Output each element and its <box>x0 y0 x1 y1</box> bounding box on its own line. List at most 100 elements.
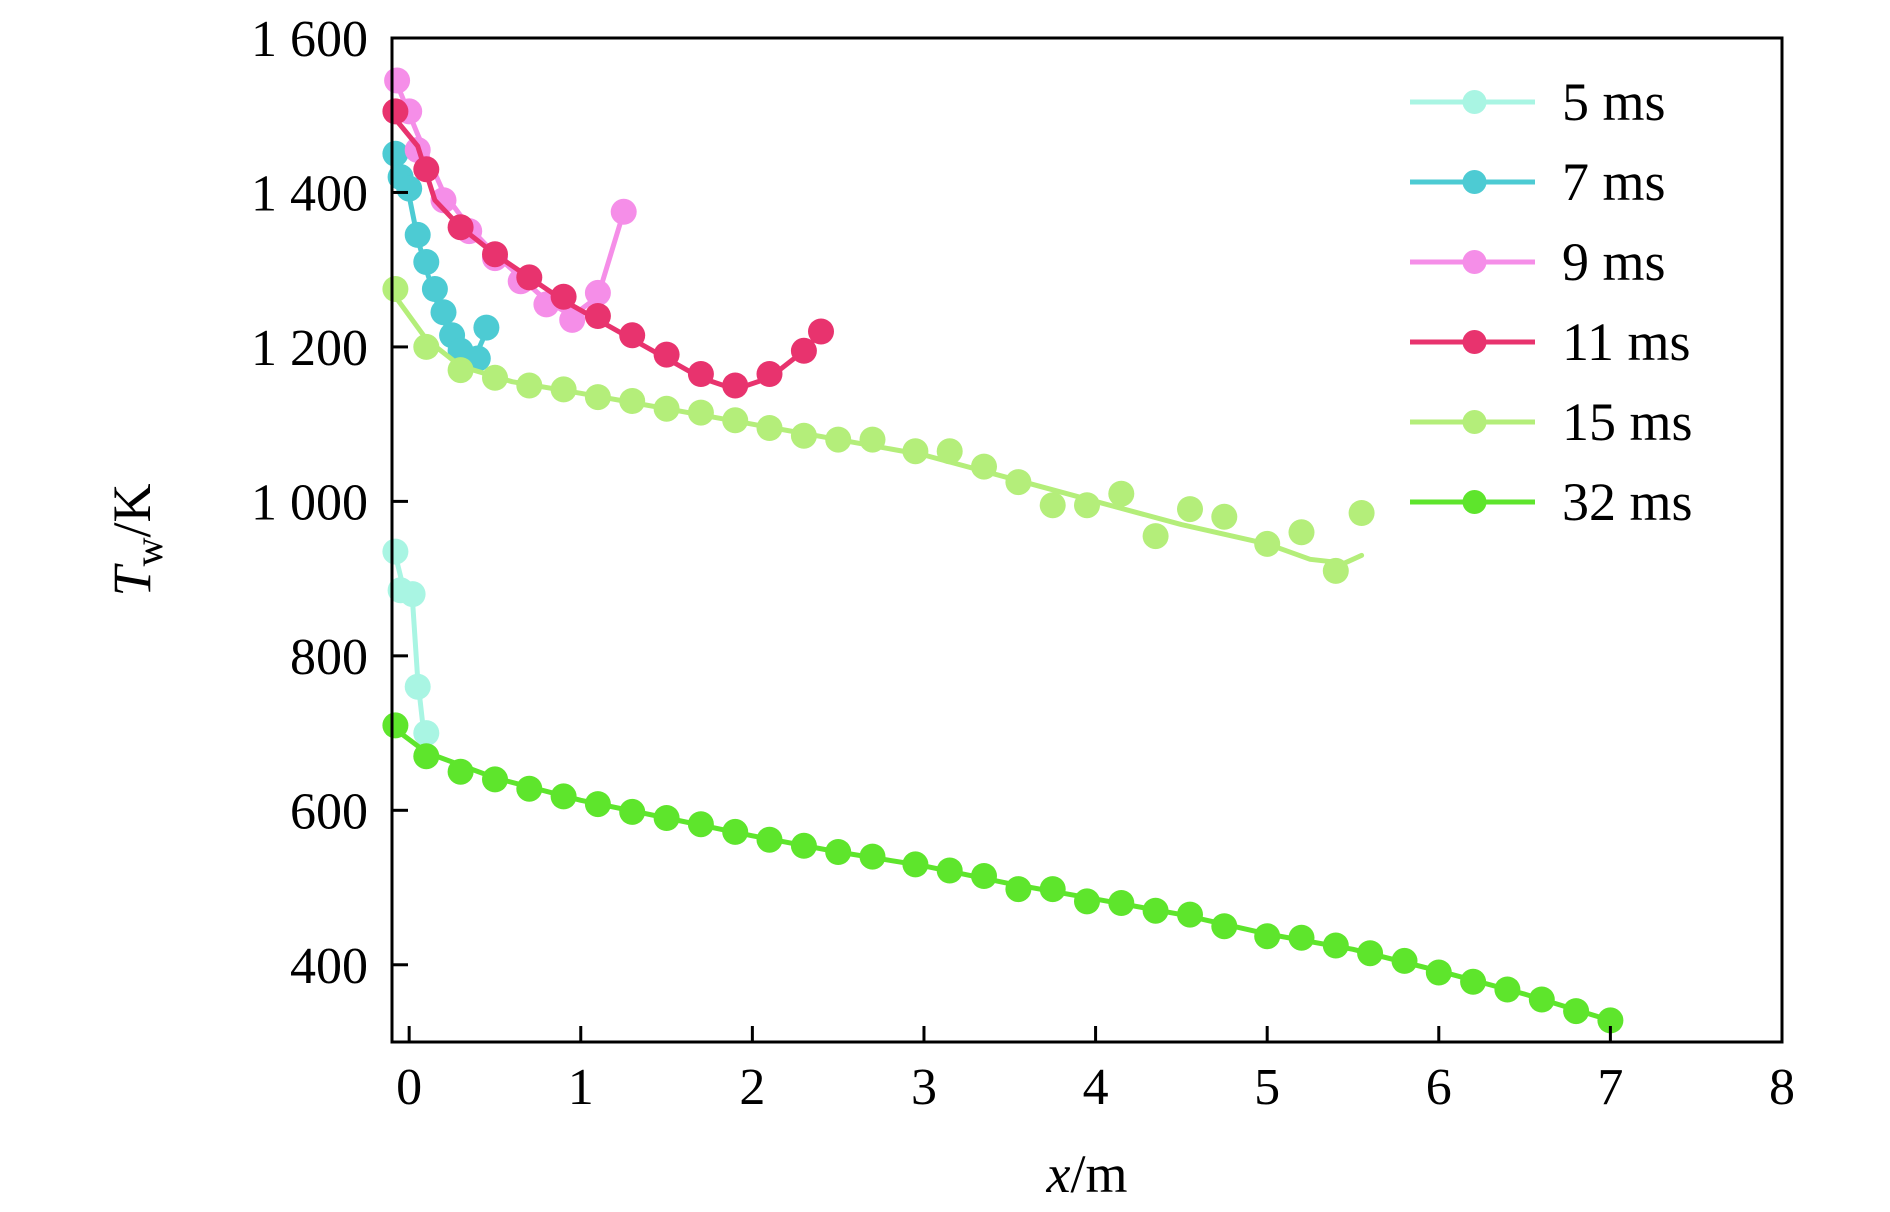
y-tick-label: 1 600 <box>251 11 368 68</box>
data-point <box>859 426 886 453</box>
data-point <box>1425 959 1452 986</box>
data-point <box>413 743 440 770</box>
data-point <box>1005 876 1032 903</box>
data-point <box>687 399 714 426</box>
data-point <box>1211 503 1238 530</box>
data-point <box>550 283 577 310</box>
legend-label: 15 ms <box>1562 392 1693 452</box>
x-tick-label: 7 <box>1597 1059 1623 1116</box>
data-point <box>447 214 474 241</box>
legend-marker <box>1462 170 1487 194</box>
data-point <box>1039 876 1066 903</box>
data-point <box>653 341 680 368</box>
data-point <box>1254 923 1281 950</box>
data-point <box>1142 523 1169 550</box>
series-5 <box>382 712 1624 1034</box>
legend-label: 11 ms <box>1562 312 1691 372</box>
data-point <box>790 422 817 449</box>
axis-labels: Tw/K x/m <box>102 484 1127 1204</box>
data-point <box>756 415 783 441</box>
y-tick-label: 600 <box>290 783 368 840</box>
axis-ticks: 0 1 2 3 4 5 6 7 8 400 600 800 1 000 1 200 1 400 1 600 <box>251 11 1795 1116</box>
x-tick-label: 0 <box>396 1059 422 1116</box>
data-point <box>610 198 637 225</box>
data-point <box>687 361 714 387</box>
data-point <box>1348 500 1375 526</box>
data-point <box>447 357 474 384</box>
legend-item: 11 ms <box>1410 312 1691 372</box>
x-tick-label: 2 <box>739 1059 765 1116</box>
legend-item: 15 ms <box>1410 392 1693 452</box>
y-axis-label-sub: w <box>126 537 171 566</box>
y-axis-label-var: T <box>102 562 162 596</box>
data-point <box>1074 492 1100 519</box>
y-axis-label: Tw/K <box>102 484 171 597</box>
x-tick-label: 6 <box>1426 1059 1452 1116</box>
data-point <box>722 372 749 399</box>
data-point <box>902 438 929 465</box>
data-point <box>404 673 431 700</box>
data-point <box>619 388 646 414</box>
data-point <box>971 863 997 889</box>
legend-marker <box>1462 410 1487 434</box>
data-point <box>1460 968 1487 995</box>
data-point <box>584 303 611 329</box>
legend-label: 5 ms <box>1562 72 1666 132</box>
data-point <box>482 241 508 268</box>
data-point <box>825 839 852 865</box>
legend-marker <box>1462 330 1487 354</box>
data-point <box>1528 986 1555 1013</box>
data-point <box>382 140 409 167</box>
data-point <box>516 372 543 399</box>
data-point <box>1108 480 1135 507</box>
data-point <box>756 361 783 387</box>
data-point <box>421 276 448 302</box>
legend-item: 5 ms <box>1410 72 1666 132</box>
data-point <box>430 187 457 214</box>
data-point <box>584 384 611 411</box>
data-point <box>396 175 423 202</box>
data-point <box>413 156 440 183</box>
legend-item: 32 ms <box>1410 472 1693 532</box>
data-point <box>619 322 646 349</box>
x-tick-label: 3 <box>911 1059 937 1116</box>
data-point <box>808 318 834 345</box>
data-point <box>1211 913 1238 940</box>
legend-label: 7 ms <box>1562 152 1666 212</box>
data-point <box>382 98 409 125</box>
data-point <box>1322 932 1349 959</box>
data-point <box>384 67 411 94</box>
x-axis-label-var: x <box>1046 1144 1071 1204</box>
data-point <box>1039 492 1066 519</box>
data-point <box>559 306 586 333</box>
data-point <box>482 364 508 391</box>
series-3 <box>382 98 834 399</box>
data-point <box>382 712 409 739</box>
data-point <box>825 426 852 453</box>
x-tick-label: 8 <box>1769 1059 1795 1116</box>
data-point <box>936 857 963 884</box>
data-point <box>722 407 749 434</box>
data-point <box>1563 998 1590 1025</box>
data-point <box>584 279 611 306</box>
data-point <box>859 843 886 870</box>
series-layer <box>382 67 1624 1034</box>
data-point <box>382 276 409 302</box>
x-axis-label: x/m <box>1046 1144 1128 1204</box>
data-point <box>413 720 440 747</box>
legend-item: 7 ms <box>1410 152 1666 212</box>
x-tick-label: 5 <box>1254 1059 1280 1116</box>
data-point <box>516 775 543 802</box>
data-point <box>756 826 783 853</box>
data-point <box>1177 496 1203 523</box>
data-point <box>1391 947 1418 974</box>
x-tick-label: 1 <box>568 1059 594 1116</box>
data-point <box>473 314 500 341</box>
data-point <box>413 249 440 275</box>
data-point <box>382 538 409 565</box>
x-tick-label: 4 <box>1083 1059 1109 1116</box>
data-point <box>653 805 680 831</box>
y-tick-label: 400 <box>290 938 368 995</box>
y-tick-label: 1 000 <box>251 474 368 531</box>
